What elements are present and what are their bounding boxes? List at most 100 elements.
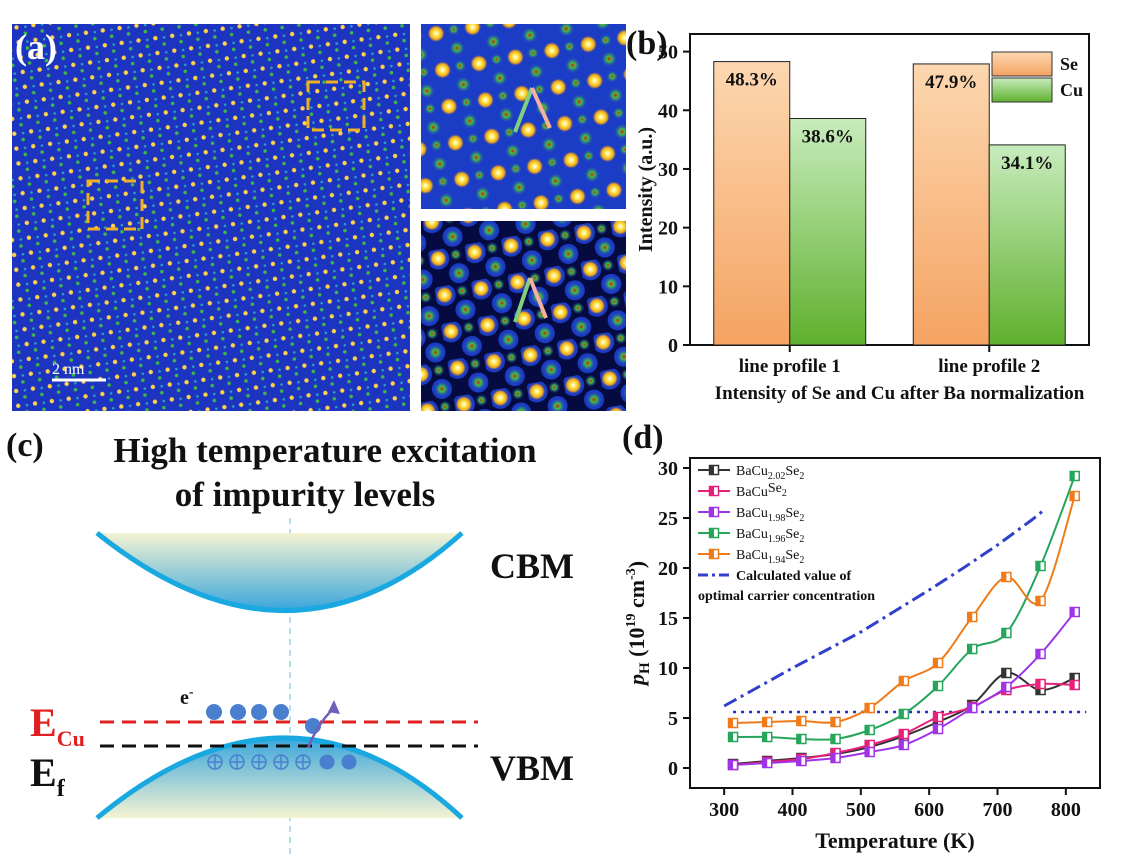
data-point-marker-fill (1036, 679, 1041, 689)
data-point-marker-fill (933, 658, 939, 668)
plot-frame (689, 33, 1090, 346)
bar-cu (988, 144, 1066, 346)
y-axis-title: Intensity (a.u.) (635, 127, 657, 252)
x-tick-label: 400 (778, 799, 808, 821)
bar-se (713, 61, 791, 346)
valence-electron-dot (341, 754, 357, 770)
y-tick-label: 50 (658, 42, 678, 64)
x-tick-label: 600 (914, 799, 944, 821)
data-point-marker-fill (899, 709, 904, 719)
x-axis-title: Intensity of Se and Cu after Ba normaliz… (715, 383, 1085, 404)
data-point-marker-fill (1036, 561, 1041, 571)
y-tick-label: 20 (658, 218, 678, 240)
panel-c: (c) High temperature excitation of impur… (0, 418, 610, 858)
data-point-marker-fill (728, 760, 734, 770)
y-tick-label: 0 (668, 758, 678, 780)
data-point-marker-fill (1070, 673, 1075, 683)
y-tick-label: 20 (658, 558, 678, 580)
y-tick-label: 40 (658, 100, 678, 122)
hole-symbol (295, 754, 311, 770)
bar-se (912, 63, 990, 346)
legend-label-0: BaCu2.02Se2 (736, 464, 804, 482)
data-point-marker-fill (1070, 471, 1075, 481)
data-point-marker-fill (762, 758, 768, 768)
data-point-marker-fill (899, 729, 904, 739)
data-point-marker-fill (796, 756, 802, 766)
data-point-marker-fill (831, 717, 836, 727)
legend-marker-fill-3 (709, 528, 714, 538)
data-point-marker-fill (899, 740, 904, 750)
x-tick-label: 700 (983, 799, 1013, 821)
x-tick-label: 500 (846, 799, 876, 821)
data-point-marker-fill (899, 676, 904, 686)
x-tick-label: 300 (709, 799, 739, 821)
data-point-marker-fill (865, 703, 870, 713)
x-tick-label: 800 (1051, 799, 1081, 821)
inset-line-green-bottom (513, 277, 532, 323)
x-axis-title: Temperature (K) (815, 828, 974, 853)
line-chart-d: 300 400 500 600 700 800 0 5 10 15 20 25 30 Temperatur… (622, 419, 1101, 853)
inset-line-pink-bottom (528, 277, 548, 319)
legend-swatch-se (991, 51, 1053, 77)
stem-inset-bottom (421, 221, 626, 411)
data-point-marker-fill (1036, 685, 1041, 695)
y-tick-label: 10 (658, 276, 678, 298)
data-point-marker-fill (967, 612, 973, 622)
panel-b: 0 10 20 30 40 50 48.3% 38.6% line profile 1 47.9%… (626, 24, 1125, 414)
bar-data-label: 47.9% (925, 72, 977, 93)
panel-d-label: (d) (622, 419, 664, 456)
y-tick-label: 0 (668, 335, 678, 357)
stem-image-group (12, 24, 626, 411)
stem-inset-top (421, 24, 626, 209)
bar-data-label: 38.6% (802, 126, 854, 147)
data-point-marker-fill (1036, 596, 1041, 606)
legend-label-4: BaCu1.94Se2 (736, 548, 804, 566)
cbm-label: CBM (490, 546, 574, 586)
data-point-marker-fill (762, 717, 768, 727)
plot-frame (689, 457, 1101, 789)
band-diagram: (c) High temperature excitation of impur… (6, 427, 574, 856)
scale-bar-label: 2 nm (52, 361, 85, 378)
data-point-marker-fill (933, 681, 939, 691)
hole-symbol (273, 754, 289, 770)
data-point-marker-fill (1070, 607, 1075, 617)
vbm-label: VBM (490, 748, 574, 788)
legend-label-se: Se (1060, 54, 1078, 74)
bar-chart-b: 0 10 20 30 40 50 48.3% 38.6% line profile 1 47.9%… (626, 25, 1090, 404)
legend-label-3: BaCu1.96Se2 (736, 527, 804, 545)
legend-marker-fill-1 (709, 486, 714, 496)
data-point-marker-fill (1070, 680, 1075, 690)
electron-dot (230, 704, 246, 720)
electron-label: e- (180, 685, 194, 709)
valence-band-edge (95, 735, 464, 820)
hole-symbol (229, 754, 245, 770)
inset-line-pink-top (530, 87, 552, 129)
legend-label-1: BaCuSe2 (736, 481, 787, 500)
stem-main-image (12, 24, 410, 411)
bar-data-label: 48.3% (726, 70, 778, 91)
data-point-marker-fill (762, 732, 768, 742)
legend-label-2: BaCu1.98Se2 (736, 506, 804, 524)
holes-row (207, 754, 357, 770)
highlight-box-1 (306, 80, 366, 132)
data-point-marker-fill (1001, 628, 1007, 638)
hole-symbol (251, 754, 267, 770)
data-point-marker-fill (967, 644, 973, 654)
panel-a: (a) 2 nm (12, 24, 626, 411)
series-line-1 (732, 682, 1075, 766)
inset-line-green-top (513, 87, 534, 133)
data-point-marker-fill (865, 725, 870, 735)
legend-marker-fill-4 (709, 549, 714, 559)
legend-marker-fill-0 (709, 465, 714, 475)
data-point-marker-fill (796, 716, 802, 726)
electron-dot (273, 704, 289, 720)
data-point-marker-fill (967, 703, 973, 713)
bar-cu (789, 117, 867, 346)
data-point-marker-fill (1001, 668, 1007, 678)
y-tick-label: 5 (668, 708, 678, 730)
y-tick-label: 25 (658, 508, 678, 530)
y-tick-label: 15 (658, 608, 678, 630)
legend-label-calculated-1: Calculated value of (736, 569, 851, 584)
data-point-marker-fill (1001, 572, 1007, 582)
data-point-marker-fill (728, 732, 734, 742)
